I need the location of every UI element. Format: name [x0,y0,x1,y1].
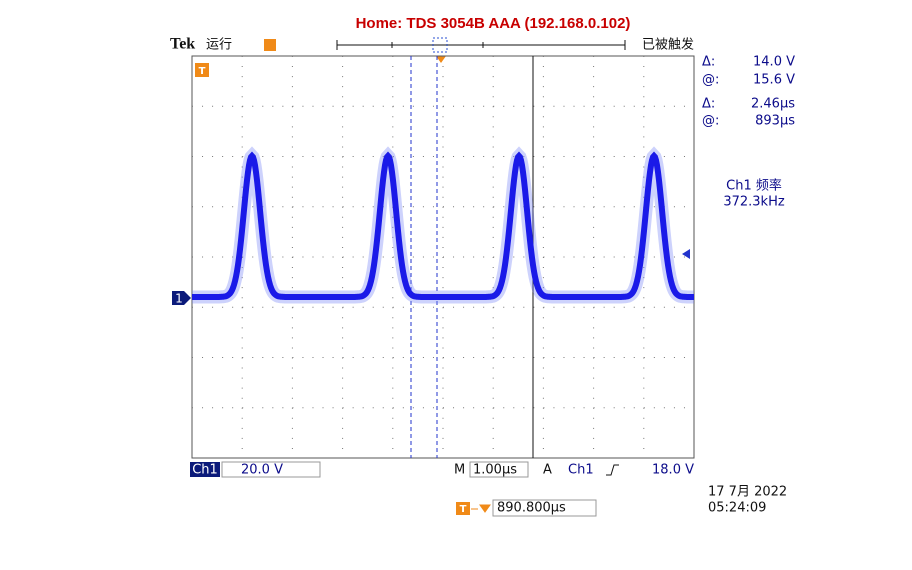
time-box [469,461,529,478]
hpos-box [456,502,470,515]
volts-per-div: 20.0 V [241,463,283,478]
time: 05:24:09 [708,501,766,516]
brand: Tek [170,36,195,53]
readout-label: Δ: [702,55,715,70]
trigger-source: Ch1 [568,463,594,478]
date: 17 7月 2022 [708,485,787,500]
run-state: 运行 [206,38,232,53]
readout-value: 893µs [755,114,795,129]
trigger-level-marker [682,249,690,259]
trigger-box [195,63,209,77]
hpos-marker: T [460,504,467,515]
volts-box [221,461,321,478]
trigger-label: A [543,463,552,478]
channel-badge [190,462,220,477]
graticule [192,56,694,458]
trigger-level: 18.0 V [652,463,694,478]
waveform-line [192,151,694,300]
horizontal-position: 890.800µs [497,501,566,516]
cursor-readouts: Δ: 14.0 V @: 15.6 V Δ: 2.46µs @: 893µs [702,55,795,129]
hpos-arrow [471,504,491,513]
readout-value: 14.0 V [753,55,795,70]
trigger-point-marker [436,56,446,63]
readout-label: @: [702,73,719,88]
channel-marker-shape [172,291,191,305]
record-bar [336,37,626,53]
readout-label: Δ: [702,97,715,112]
channel: Ch1 [192,463,218,478]
readout-label: @: [702,114,719,129]
measurement-value: 372.3kHz [723,195,785,210]
trigger-marker: T [199,66,206,77]
trigger-pos-marker [264,39,276,51]
trigger-slope [606,464,619,476]
trigger-state: 已被触发 [642,37,694,53]
time-per-div: 1.00µs [473,463,517,478]
readout-value: 2.46µs [751,97,795,112]
readout-value: 15.6 V [753,73,795,88]
waveform [192,146,694,304]
time-label: M [454,463,465,478]
measurement-label: Ch1 频率 [726,178,782,194]
title: Home: TDS 3054B AAA (192.168.0.102) [356,15,631,32]
channel-marker: 1 [175,292,183,306]
hpos-field [492,499,597,517]
